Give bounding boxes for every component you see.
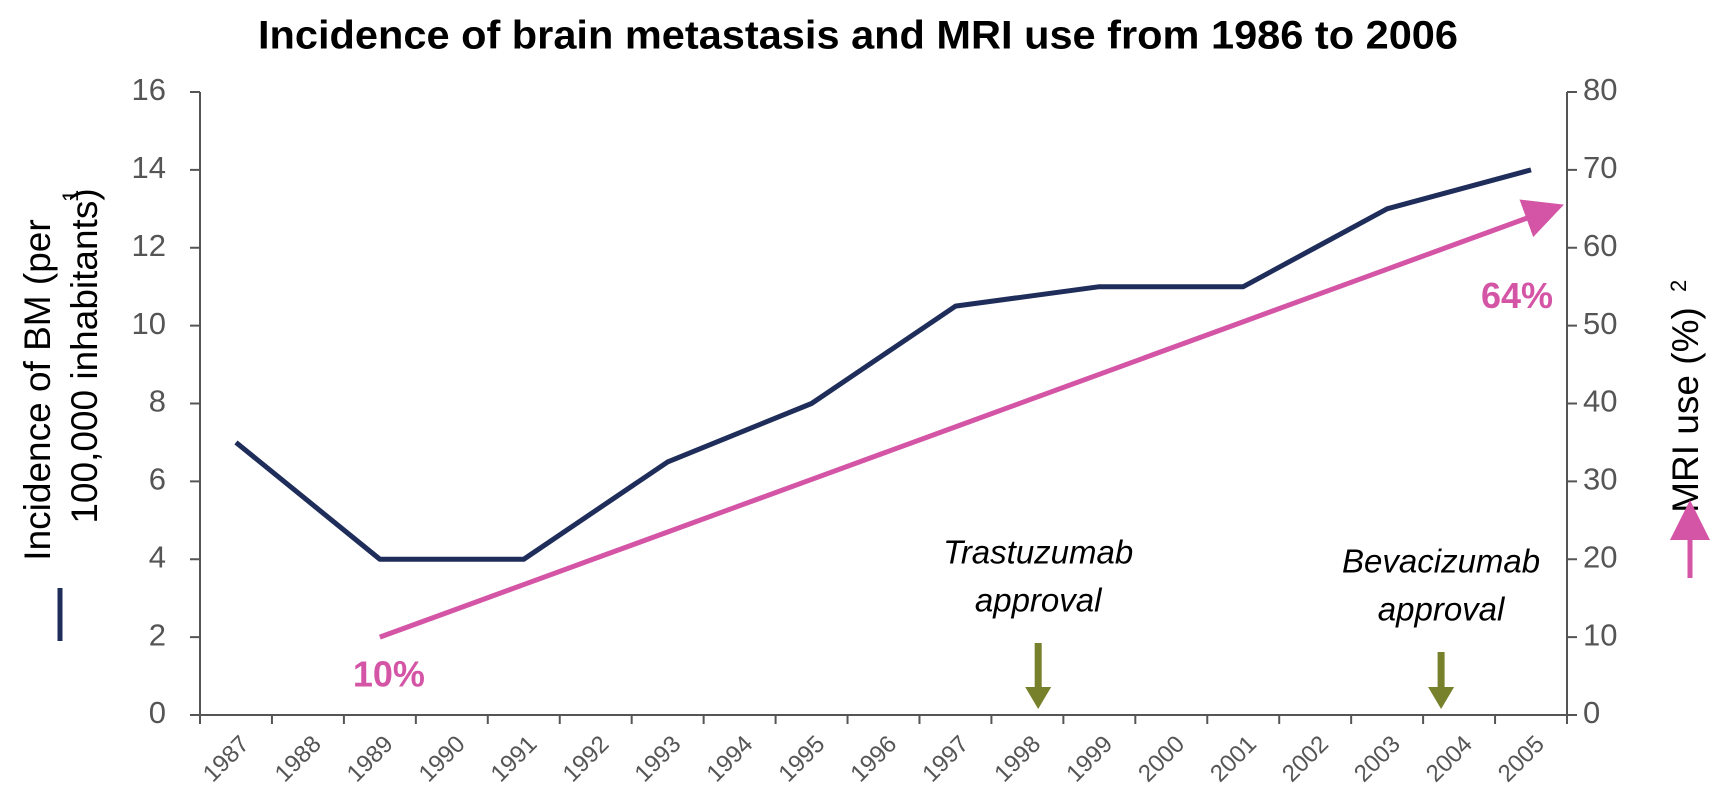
x-tick-label: 1995: [773, 731, 830, 788]
y-axis-title: 100,000 inhabitants): [64, 188, 105, 523]
y-tick-label: 6: [149, 462, 166, 497]
y-tick-label: 4: [149, 539, 166, 574]
y2-axis-title: MRI use (%): [1665, 307, 1706, 513]
x-tick-label: 1998: [989, 731, 1046, 788]
y-tick-label: 12: [132, 228, 166, 263]
x-tick-label: 1999: [1061, 731, 1118, 788]
x-tick-label: 1992: [558, 731, 615, 788]
chart-title: Incidence of brain metastasis and MRI us…: [258, 14, 1458, 58]
annotation-text: approval: [975, 582, 1103, 619]
y-tick-label: 8: [149, 384, 166, 419]
annotation-arrow-head: [1428, 687, 1455, 709]
annotation-text: Trastuzumab: [943, 534, 1133, 571]
y2-tick-label: 10: [1583, 617, 1617, 652]
y2-tick-label: 0: [1583, 695, 1600, 730]
x-tick-label: 2003: [1349, 731, 1406, 788]
y2-tick-label: 60: [1583, 228, 1617, 263]
y-tick-label: 0: [149, 695, 166, 730]
y2-tick-label: 30: [1583, 462, 1617, 497]
y-axis-title: Incidence of BM (per: [17, 219, 58, 560]
y2-tick-label: 50: [1583, 306, 1617, 341]
x-tick-label: 1997: [917, 731, 974, 788]
y-tick-label: 10: [132, 306, 166, 341]
y-axis-title-line: 100,000 inhabitants): [64, 188, 105, 523]
value-label: 10%: [353, 654, 425, 695]
annotation-text: Bevacizumab: [1342, 543, 1540, 580]
y2-tick-label: 80: [1583, 72, 1617, 107]
x-tick-label: 1988: [270, 731, 327, 788]
x-tick-label: 1993: [630, 731, 687, 788]
y-tick-label: 16: [132, 72, 166, 107]
x-tick-label: 2004: [1421, 731, 1478, 788]
x-tick-label: 1996: [845, 731, 902, 788]
y2-tick-label: 20: [1583, 539, 1617, 574]
x-tick-label: 2005: [1493, 731, 1550, 788]
series-line: [234, 167, 1532, 562]
x-tick-label: 1990: [414, 731, 471, 788]
annotation-text: approval: [1378, 591, 1506, 628]
y-tick-label: 2: [149, 617, 166, 652]
annotation-arrow-head: [1025, 687, 1052, 709]
x-tick-label: 2002: [1277, 731, 1334, 788]
value-label: 64%: [1481, 275, 1553, 316]
x-tick-label: 2001: [1205, 731, 1262, 788]
y2-axis-note: 2: [1666, 280, 1691, 292]
x-tick-label: 1989: [342, 731, 399, 788]
x-tick-label: 1991: [486, 731, 543, 788]
y2-axis-title-text: MRI use (%): [1665, 307, 1706, 513]
x-tick-label: 2000: [1133, 731, 1190, 788]
x-tick-label: 1994: [701, 731, 758, 788]
y-axis-title-line: Incidence of BM (per: [17, 219, 58, 560]
y-tick-label: 14: [132, 150, 166, 185]
y2-tick-label: 40: [1583, 384, 1617, 419]
y2-tick-label: 70: [1583, 150, 1617, 185]
series-line: [379, 199, 1564, 640]
x-tick-label: 1987: [198, 731, 255, 788]
y-axis-note: 1: [58, 190, 83, 202]
